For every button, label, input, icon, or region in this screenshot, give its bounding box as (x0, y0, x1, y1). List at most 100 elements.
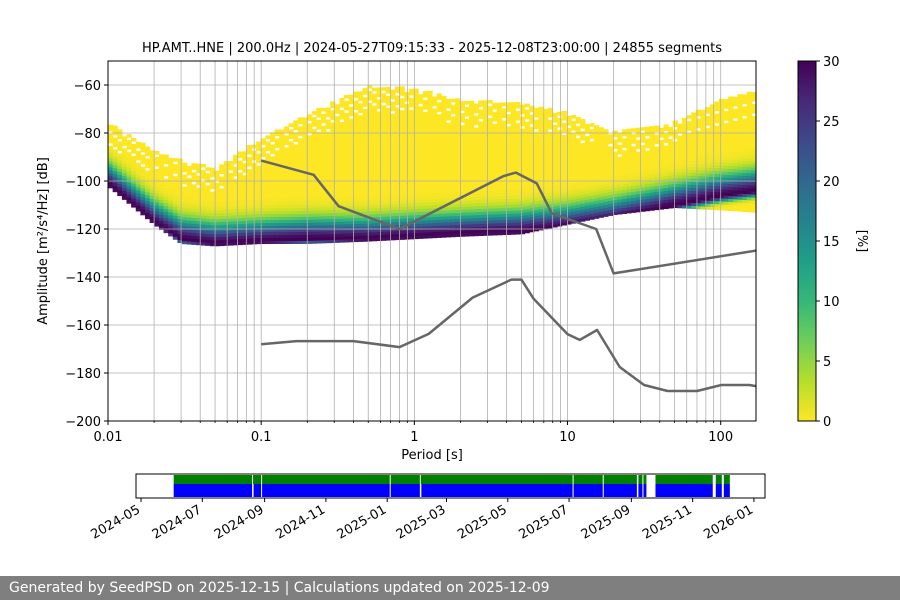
density-cell (607, 170, 614, 174)
density-cell (325, 197, 331, 202)
density-cell (714, 194, 720, 199)
density-cell (432, 126, 438, 131)
density-cell (543, 123, 549, 128)
density-cell (469, 187, 475, 192)
density-cell (186, 189, 192, 194)
density-cell (191, 223, 197, 227)
density-cell (371, 150, 378, 155)
density-cell (163, 202, 169, 207)
density-cell (348, 211, 354, 216)
density-cell (681, 126, 688, 131)
density-cell (334, 188, 341, 192)
density-cell (353, 196, 359, 201)
density-cell (223, 206, 229, 210)
density-cell (357, 142, 364, 146)
density-cell (492, 141, 498, 146)
density-cell (316, 137, 322, 142)
density-cell (681, 186, 688, 191)
density-cell (344, 229, 350, 234)
density-cell (311, 240, 317, 244)
density-cell (163, 205, 169, 210)
density-cell (246, 205, 253, 209)
density-cell (705, 191, 711, 195)
density-cell (186, 231, 192, 236)
density-cell (325, 170, 331, 175)
density-cell (145, 161, 151, 166)
density-cell (691, 184, 697, 188)
density-cell (570, 157, 577, 161)
density-cell (450, 203, 456, 208)
density-cell (140, 208, 146, 213)
density-cell (413, 175, 419, 180)
density-cell (492, 132, 498, 137)
density-cell (691, 193, 697, 197)
density-cell (186, 210, 192, 215)
density-cell (311, 228, 317, 232)
density-cell (334, 155, 341, 159)
density-cell (316, 125, 322, 130)
density-cell (223, 218, 229, 222)
density-cell (723, 138, 729, 142)
density-cell (441, 111, 447, 115)
density-cell (445, 191, 452, 196)
density-cell (589, 204, 595, 208)
density-cell (478, 199, 484, 204)
density-cell (242, 238, 248, 242)
density-cell (640, 172, 646, 176)
density-cell (746, 127, 752, 132)
density-cell (270, 201, 276, 205)
density-cell (742, 133, 748, 138)
density-cell (376, 228, 382, 233)
density-cell (297, 144, 303, 148)
density-cell (566, 172, 572, 177)
density-cell (344, 205, 350, 210)
density-cell (399, 236, 405, 240)
density-cell (307, 186, 313, 190)
grid (108, 61, 756, 421)
density-cell (394, 170, 401, 175)
density-cell (297, 183, 303, 187)
density-cell (594, 206, 600, 210)
density-cell (543, 195, 549, 200)
density-cell (612, 199, 618, 204)
density-cell (496, 138, 503, 143)
density-cell (441, 129, 447, 133)
density-cell (487, 133, 493, 137)
density-cell (427, 207, 433, 212)
density-cell (691, 187, 697, 191)
density-cell (473, 190, 479, 195)
density-cell (209, 215, 216, 220)
density-cell (594, 185, 600, 189)
density-cell (441, 144, 447, 148)
density-cell (357, 154, 364, 158)
density-cell (691, 127, 697, 131)
density-cell (242, 202, 248, 206)
density-cell (376, 207, 382, 212)
density-cell (658, 163, 665, 168)
density-cell (385, 233, 391, 238)
density-cell (325, 134, 331, 139)
density-cell (399, 143, 405, 147)
density-cell (432, 186, 438, 191)
density-cell (584, 154, 590, 158)
density-cell (394, 107, 401, 112)
density-cell (603, 147, 609, 151)
density-cell (158, 223, 165, 227)
density-cell (691, 166, 697, 170)
density-cell (552, 133, 558, 138)
density-cell (394, 134, 401, 139)
density-cell (311, 189, 317, 193)
density-cell (640, 175, 646, 179)
density-cell (529, 147, 535, 152)
density-cell (718, 107, 725, 112)
density-cell (413, 151, 419, 156)
density-cell (515, 161, 521, 166)
density-cell (533, 176, 540, 181)
density-cell (390, 92, 396, 97)
density-cell (742, 166, 748, 171)
density-cell (357, 109, 364, 113)
density-cell (311, 138, 317, 142)
density-cell (121, 148, 128, 152)
density-cell (584, 202, 590, 206)
density-cell (718, 110, 725, 115)
